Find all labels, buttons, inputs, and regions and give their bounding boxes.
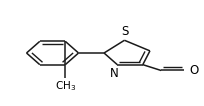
Text: CH$_3$: CH$_3$: [55, 80, 76, 93]
Text: N: N: [110, 67, 118, 80]
Text: O: O: [190, 64, 199, 77]
Text: S: S: [121, 25, 128, 38]
